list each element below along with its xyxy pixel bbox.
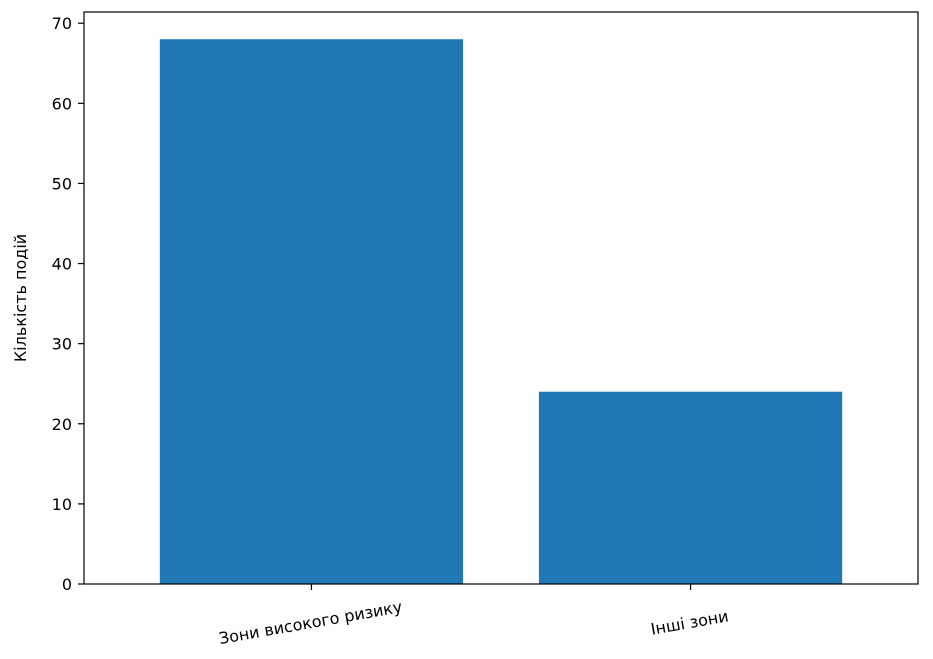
y-tick-label-4: 40 [52,255,72,274]
bar-1 [538,391,843,584]
y-axis-label: Кількість подій [11,234,30,362]
bar-0 [159,39,464,584]
y-tick-label-7: 70 [52,14,72,33]
y-tick-label-2: 20 [52,415,72,434]
plot-area: 0 10 20 30 40 50 60 70 Зони високого ризику Інші … [52,11,919,648]
y-tick-label-1: 10 [52,495,72,514]
y-tick-label-0: 0 [62,575,72,594]
y-tick-label-5: 50 [52,174,72,193]
y-tick-label-3: 30 [52,335,72,354]
x-tick-label-0: Зони високого ризику [217,597,403,648]
y-tick-label-6: 60 [52,94,72,113]
axes-frame [83,11,919,585]
x-tick-label-1: Інші зони [649,606,730,638]
